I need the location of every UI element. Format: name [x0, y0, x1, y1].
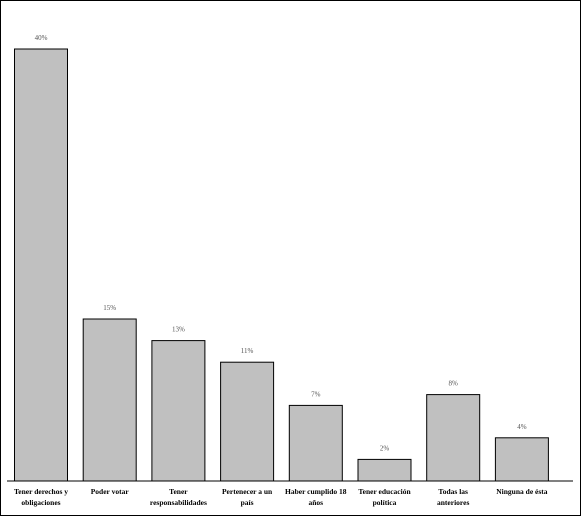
bar — [151, 340, 206, 482]
bar — [494, 437, 549, 482]
value-label: 4% — [517, 423, 527, 431]
value-label: 15% — [103, 304, 116, 312]
value-label: 2% — [380, 444, 390, 452]
bar — [357, 458, 412, 482]
bar — [14, 48, 68, 482]
category-label: Pertenecer a un país — [222, 487, 273, 507]
value-label: 7% — [311, 390, 321, 398]
bars-group — [14, 48, 549, 482]
category-label: Tener derechos y obligaciones — [14, 487, 68, 507]
value-labels-group: 40% 15% 13% 11% 7% 2% 8% 4% — [35, 34, 527, 452]
bar — [426, 394, 481, 482]
category-label: Poder votar — [91, 487, 130, 496]
category-label: Haber cumplido 18 años — [285, 487, 347, 507]
value-label: 8% — [449, 380, 459, 388]
category-label: Tener responsabilidades — [150, 487, 207, 507]
bar — [288, 404, 343, 482]
value-label: 40% — [35, 34, 48, 42]
value-label: 13% — [172, 326, 185, 334]
category-label: Tener educación política — [358, 487, 411, 507]
category-label: Todas las anteriores — [437, 487, 469, 507]
bar — [82, 318, 137, 482]
category-label: Ninguna de ésta — [496, 487, 548, 496]
category-labels-group: Tener derechos y obligaciones Poder votar T… — [14, 487, 548, 507]
value-label: 11% — [241, 347, 254, 355]
bar — [220, 361, 275, 482]
